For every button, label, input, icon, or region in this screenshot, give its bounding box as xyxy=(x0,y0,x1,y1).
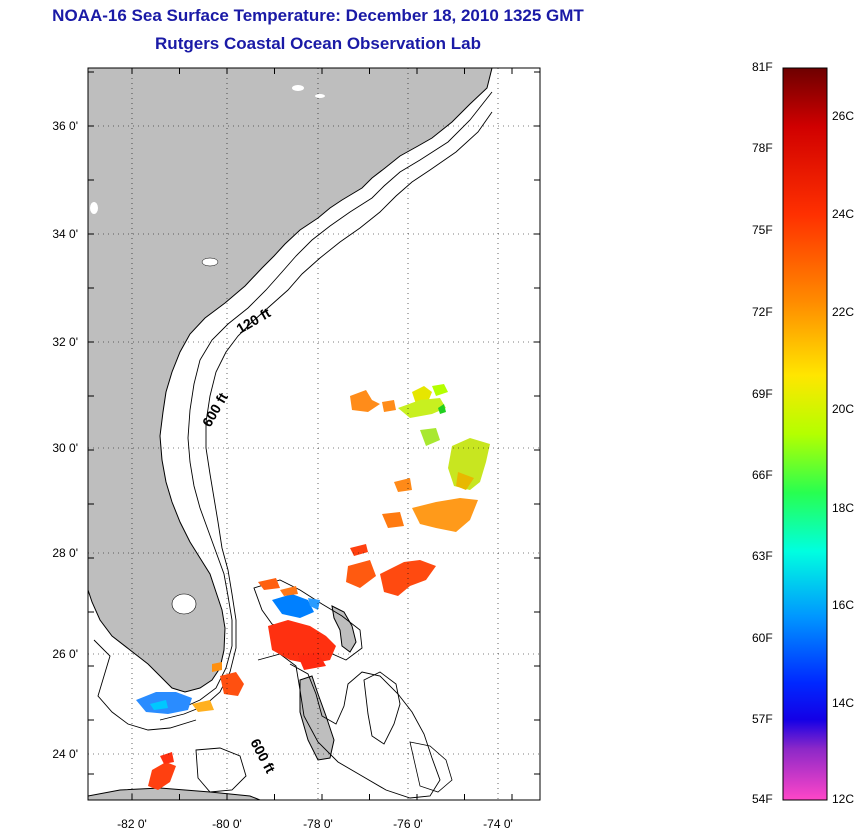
map-title: NOAA-16 Sea Surface Temperature: Decembe… xyxy=(52,6,584,25)
latitude-tick-label: 34 0' xyxy=(52,227,78,241)
colorbar-fahrenheit-label: 63F xyxy=(752,549,773,563)
colorbar-fahrenheit-label: 81F xyxy=(752,60,773,74)
longitude-tick-label: -82 0' xyxy=(117,817,147,831)
colorbar-fahrenheit-label: 75F xyxy=(752,223,773,237)
latitude-tick-label: 26 0' xyxy=(52,647,78,661)
colorbar-fahrenheit-label: 66F xyxy=(752,468,773,482)
map-frame xyxy=(87,67,541,801)
grid-lines xyxy=(88,68,540,800)
longitude-tick-label: -74 0' xyxy=(483,817,513,831)
colorbar-fahrenheit-label: 78F xyxy=(752,141,773,155)
colorbar-celsius-label: 18C xyxy=(832,501,855,515)
longitude-tick-label: -76 0' xyxy=(393,817,423,831)
colorbar-celsius-label: 14C xyxy=(832,696,855,710)
latitude-tick-label: 30 0' xyxy=(52,441,78,455)
colorbar-fahrenheit-label: 60F xyxy=(752,631,773,645)
colorbar xyxy=(782,67,828,801)
colorbar-fahrenheit-label: 54F xyxy=(752,792,773,806)
latitude-tick-label: 36 0' xyxy=(52,119,78,133)
colorbar-celsius-label: 26C xyxy=(832,109,855,123)
map-plot-area: 120 ft 600 ft 600 ft xyxy=(88,68,540,800)
longitude-tick-label: -78 0' xyxy=(303,817,333,831)
colorbar-celsius-label: 12C xyxy=(832,792,855,806)
land-cuba xyxy=(88,787,261,800)
colorbar-celsius-label: 16C xyxy=(832,598,855,612)
colorbar-celsius-label: 24C xyxy=(832,207,855,221)
latitude-tick-label: 28 0' xyxy=(52,546,78,560)
sst-data-patches xyxy=(136,384,490,790)
land-mainland xyxy=(88,68,493,693)
latitude-tick-label: 32 0' xyxy=(52,335,78,349)
land-abaco xyxy=(331,605,357,653)
colorbar-fahrenheit-label: 57F xyxy=(752,712,773,726)
land-andros xyxy=(299,675,335,761)
latitude-tick-label: 24 0' xyxy=(52,747,78,761)
colorbar-fahrenheit-label: 72F xyxy=(752,305,773,319)
colorbar-fahrenheit-label: 69F xyxy=(752,387,773,401)
map-subtitle: Rutgers Coastal Ocean Observation Lab xyxy=(155,34,481,53)
longitude-tick-label: -80 0' xyxy=(212,817,242,831)
colorbar-celsius-label: 20C xyxy=(832,402,855,416)
colorbar-celsius-label: 22C xyxy=(832,305,855,319)
